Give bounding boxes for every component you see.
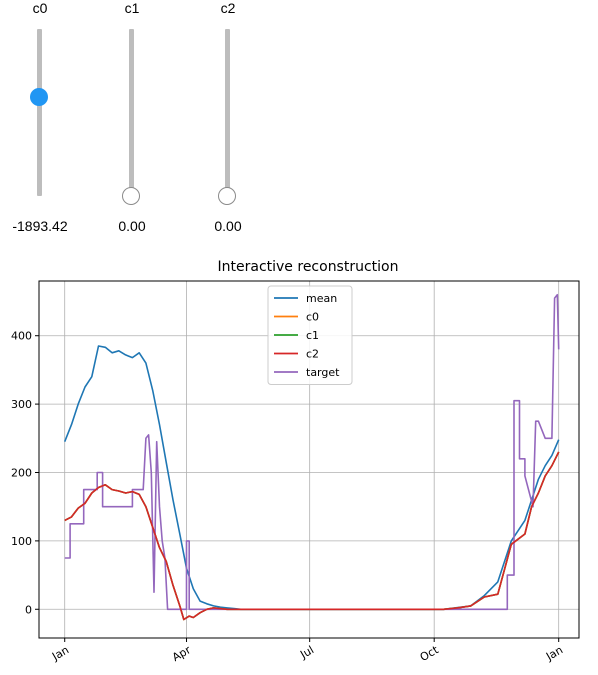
x-tick-label: Oct	[418, 643, 442, 664]
slider-track[interactable]	[225, 29, 230, 196]
legend-label-mean: mean	[306, 292, 337, 305]
series-line-target	[64, 293, 560, 611]
slider-value: -1893.42	[12, 218, 68, 234]
slider-c2[interactable]: c2 0.00	[188, 0, 268, 240]
legend: mean c0 c1 c2 target	[267, 285, 353, 385]
slider-knob[interactable]	[122, 187, 140, 205]
x-tick-label: Jan	[543, 643, 565, 663]
y-tick-label: 100	[11, 535, 32, 548]
legend-label-c0: c0	[306, 311, 319, 324]
slider-label: c2	[220, 0, 236, 16]
series-line-mean	[63, 345, 560, 611]
slider-label: c0	[32, 0, 48, 16]
slider-track[interactable]	[129, 29, 134, 196]
slider-track[interactable]	[37, 29, 42, 196]
slider-label: c1	[124, 0, 140, 16]
slider-value: 0.00	[118, 218, 146, 234]
legend-label-c2: c2	[306, 348, 319, 361]
x-tick-label: Apr	[170, 643, 193, 664]
slider-knob[interactable]	[30, 88, 48, 107]
x-tick-label: Jan	[49, 643, 71, 663]
x-axis: Jan Apr Jul Oct Jan	[49, 638, 565, 664]
slider-value: 0.00	[214, 218, 242, 234]
x-tick-label: Jul	[297, 643, 316, 661]
legend-label-c1: c1	[306, 329, 319, 342]
y-tick-label: 400	[11, 330, 32, 343]
plot-frame	[38, 280, 580, 639]
series-line-c2	[64, 451, 560, 621]
slider-knob[interactable]	[218, 187, 236, 205]
legend-box	[267, 285, 353, 385]
y-tick-label: 300	[11, 398, 32, 411]
y-tick-label: 200	[11, 466, 32, 479]
chart-title: Interactive reconstruction	[218, 259, 399, 275]
y-tick-label: 0	[25, 603, 32, 616]
y-axis: 0 100 200 300 400	[11, 330, 39, 616]
series-lines	[63, 293, 560, 621]
slider-c0[interactable]: c0 -1893.42	[0, 0, 80, 240]
slider-c1[interactable]: c1 0.00	[92, 0, 172, 240]
legend-label-target: target	[306, 366, 340, 379]
reconstruction-chart: Interactive reconstruction 0 100 200 300 400…	[11, 259, 580, 664]
